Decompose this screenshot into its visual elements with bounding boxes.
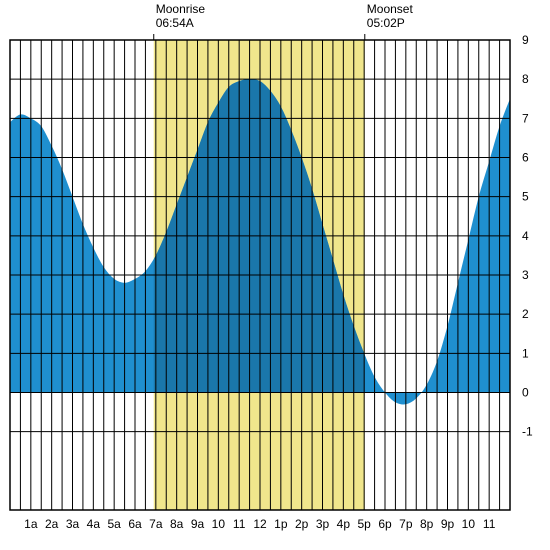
svg-text:-1: -1 bbox=[522, 425, 533, 439]
svg-text:2p: 2p bbox=[295, 517, 309, 531]
moonrise-title: Moonrise bbox=[156, 2, 205, 16]
svg-text:5a: 5a bbox=[107, 517, 121, 531]
svg-text:3: 3 bbox=[522, 268, 529, 282]
svg-text:3a: 3a bbox=[66, 517, 80, 531]
svg-text:11: 11 bbox=[483, 517, 496, 531]
moonset-label: Moonset 05:02P bbox=[367, 2, 413, 31]
svg-text:4a: 4a bbox=[87, 517, 101, 531]
moonset-time: 05:02P bbox=[367, 16, 405, 30]
svg-text:8p: 8p bbox=[420, 517, 434, 531]
svg-text:6: 6 bbox=[522, 151, 529, 165]
svg-text:0: 0 bbox=[522, 386, 529, 400]
svg-text:8: 8 bbox=[522, 72, 529, 86]
moonset-title: Moonset bbox=[367, 2, 413, 16]
svg-text:9a: 9a bbox=[191, 517, 205, 531]
svg-text:10: 10 bbox=[212, 517, 226, 531]
svg-text:12: 12 bbox=[253, 517, 267, 531]
svg-text:1p: 1p bbox=[274, 517, 288, 531]
svg-text:2: 2 bbox=[522, 307, 529, 321]
svg-text:3p: 3p bbox=[316, 517, 330, 531]
svg-text:6p: 6p bbox=[378, 517, 392, 531]
svg-text:5: 5 bbox=[522, 190, 529, 204]
svg-text:2a: 2a bbox=[45, 517, 59, 531]
svg-text:6a: 6a bbox=[128, 517, 142, 531]
svg-text:7p: 7p bbox=[399, 517, 413, 531]
svg-text:8a: 8a bbox=[170, 517, 184, 531]
svg-text:1a: 1a bbox=[24, 517, 38, 531]
svg-text:10: 10 bbox=[462, 517, 476, 531]
moonrise-time: 06:54A bbox=[156, 16, 194, 30]
svg-text:7: 7 bbox=[522, 111, 529, 125]
svg-text:11: 11 bbox=[233, 517, 246, 531]
svg-text:4p: 4p bbox=[337, 517, 351, 531]
moonrise-label: Moonrise 06:54A bbox=[156, 2, 205, 31]
svg-text:1: 1 bbox=[522, 346, 529, 360]
tide-chart: Moonrise 06:54A Moonset 05:02P 1a2a3a4a5… bbox=[0, 0, 550, 550]
svg-text:4: 4 bbox=[522, 229, 529, 243]
svg-text:5p: 5p bbox=[357, 517, 371, 531]
svg-text:7a: 7a bbox=[149, 517, 163, 531]
svg-text:9p: 9p bbox=[441, 517, 455, 531]
svg-text:9: 9 bbox=[522, 33, 529, 47]
chart-svg: 1a2a3a4a5a6a7a8a9a1011121p2p3p4p5p6p7p8p… bbox=[0, 0, 550, 550]
